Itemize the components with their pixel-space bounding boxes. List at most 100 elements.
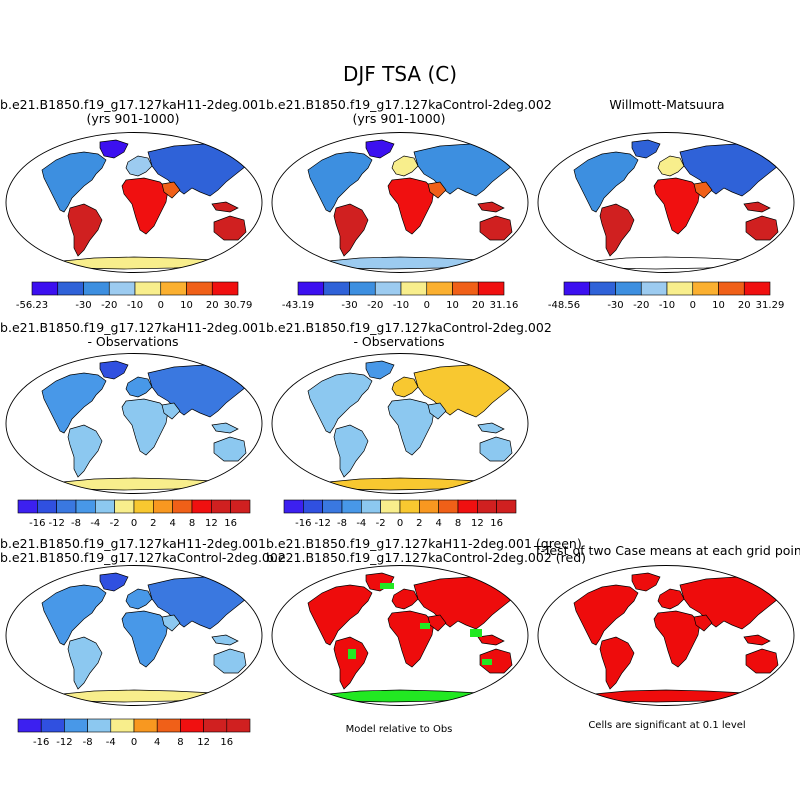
region-africa xyxy=(121,610,169,668)
region-australia xyxy=(745,648,779,674)
map-border xyxy=(537,565,795,706)
panel-6-title-line1: b.e21.B1850.f19_g17.127kaH11-2deg.001 xyxy=(0,536,266,551)
region-australia xyxy=(213,215,247,241)
colorbar-swatch xyxy=(186,281,213,296)
colorbar-tick-label: 4 xyxy=(435,518,441,529)
colorbar-swatch xyxy=(160,281,187,296)
colorbar-tick-label: 0 xyxy=(424,300,430,311)
colorbar-tick-label: -16 xyxy=(33,737,49,748)
region-australia xyxy=(479,436,513,462)
panel-5-colorbar: -16 -12 -8 -4 -2 0 2 4 8 12 16 xyxy=(283,499,517,529)
colorbar-swatch xyxy=(322,499,343,514)
colorbar-tick-label: 16 xyxy=(220,737,233,748)
colorbar-swatch xyxy=(230,499,251,514)
colorbar-tick-label: -2 xyxy=(110,518,120,529)
colorbar-tick-label: -12 xyxy=(48,518,64,529)
region-maritime-continent xyxy=(211,634,239,646)
colorbar-tick-label: 16 xyxy=(490,518,503,529)
panel-8-title: T-Test of two Case means at each grid po… xyxy=(534,544,800,558)
region-europe xyxy=(391,155,419,177)
region-europe xyxy=(125,588,153,610)
panel-6-title-line2: b.e21.B1850.f19_g17.127kaControl-2deg.00… xyxy=(0,550,286,565)
colorbar-tick-label: -16 xyxy=(295,518,311,529)
panel-3-title-line2: Willmott-Matsuura xyxy=(609,97,725,112)
region-africa xyxy=(653,177,701,235)
region-africa xyxy=(387,398,435,456)
colorbar-tick-label: -20 xyxy=(101,300,117,311)
panel-1-title: b.e21.B1850.f19_g17.127kaH11-2deg.001 (y… xyxy=(0,98,266,126)
region-arabia xyxy=(427,402,447,420)
region-north-america xyxy=(573,584,639,646)
colorbar-swatch xyxy=(83,281,110,296)
panel-3-colorbar: -48.56 -30 -20 -10 0 10 20 31.29 xyxy=(548,281,784,311)
region-south-america xyxy=(599,203,635,257)
colorbar-swatch xyxy=(17,718,42,733)
colorbar-swatch xyxy=(226,718,251,733)
panel-5-title-line2: - Observations xyxy=(353,334,445,349)
colorbar-tick-label: -8 xyxy=(83,737,93,748)
colorbar-swatch xyxy=(180,718,204,733)
colorbar-tick-label: -30 xyxy=(75,300,91,311)
panel-7-title-line2: b.e21.B1850.f19_g17.127kaControl-2deg.00… xyxy=(266,550,587,565)
panel-5-map xyxy=(271,353,529,494)
panel-6-map xyxy=(5,565,263,706)
colorbar-swatch xyxy=(56,499,77,514)
colorbar-swatch xyxy=(57,281,84,296)
colorbar-swatch xyxy=(341,499,362,514)
colorbar-swatch xyxy=(64,718,88,733)
colorbar-tick-label: 10 xyxy=(712,300,725,311)
colorbar-swatch xyxy=(133,499,154,514)
region-north-america xyxy=(307,372,373,434)
panel-2-title-line2: (yrs 901-1000) xyxy=(352,111,446,126)
colorbar-tick-label: 0 xyxy=(131,737,137,748)
region-europe xyxy=(125,376,153,398)
region-maritime-continent xyxy=(211,422,239,434)
region-australia xyxy=(479,215,513,241)
colorbar-tick-label: -20 xyxy=(633,300,649,311)
green-patch xyxy=(420,623,430,629)
region-south-america xyxy=(333,203,369,257)
region-arabia xyxy=(693,614,713,632)
region-maritime-continent xyxy=(743,634,771,646)
main-title: DJF TSA (C) xyxy=(342,62,458,86)
colorbar-swatch xyxy=(615,281,642,296)
map-border xyxy=(537,132,795,273)
region-arabia xyxy=(427,181,447,199)
region-australia xyxy=(479,648,513,674)
colorbar-tick-label: 4 xyxy=(169,518,175,529)
region-arabia xyxy=(161,402,181,420)
region-south-america xyxy=(599,636,635,690)
colorbar-swatch xyxy=(452,281,479,296)
colorbar-swatch xyxy=(40,718,65,733)
colorbar-tick-label: -2 xyxy=(376,518,386,529)
colorbar-tick-label: 16 xyxy=(224,518,237,529)
colorbar-swatch xyxy=(374,281,402,296)
colorbar-swatch xyxy=(31,281,59,296)
panel-6-title: b.e21.B1850.f19_g17.127kaH11-2deg.001 b.… xyxy=(0,536,286,565)
region-greenland xyxy=(99,360,129,380)
panel-8-map xyxy=(537,565,795,706)
colorbar-swatch xyxy=(75,499,96,514)
panel-4-title: b.e21.B1850.f19_g17.127kaH11-2deg.001 - … xyxy=(0,321,266,349)
region-south-america xyxy=(67,636,103,690)
map-border xyxy=(271,565,529,706)
region-europe xyxy=(657,155,685,177)
region-europe xyxy=(391,588,419,610)
colorbar-swatch xyxy=(477,281,505,296)
colorbar-swatch xyxy=(283,499,304,514)
region-maritime-continent xyxy=(477,634,505,646)
region-arabia xyxy=(161,181,181,199)
colorbar-swatch xyxy=(153,499,173,514)
colorbar-swatch xyxy=(589,281,616,296)
region-maritime-continent xyxy=(477,201,505,213)
panel-7-note: Model relative to Obs xyxy=(345,724,453,735)
colorbar-tick-label: -48.56 xyxy=(548,300,580,311)
colorbar-tick-label: 20 xyxy=(472,300,485,311)
map-border xyxy=(5,132,263,273)
region-arabia xyxy=(693,181,713,199)
colorbar-swatch xyxy=(640,281,668,296)
colorbar-swatch xyxy=(172,499,193,514)
colorbar-swatch xyxy=(203,718,228,733)
panel-2-title-line1: b.e21.B1850.f19_g17.127kaControl-2deg.00… xyxy=(266,97,552,112)
colorbar-tick-label: 12 xyxy=(205,518,218,529)
